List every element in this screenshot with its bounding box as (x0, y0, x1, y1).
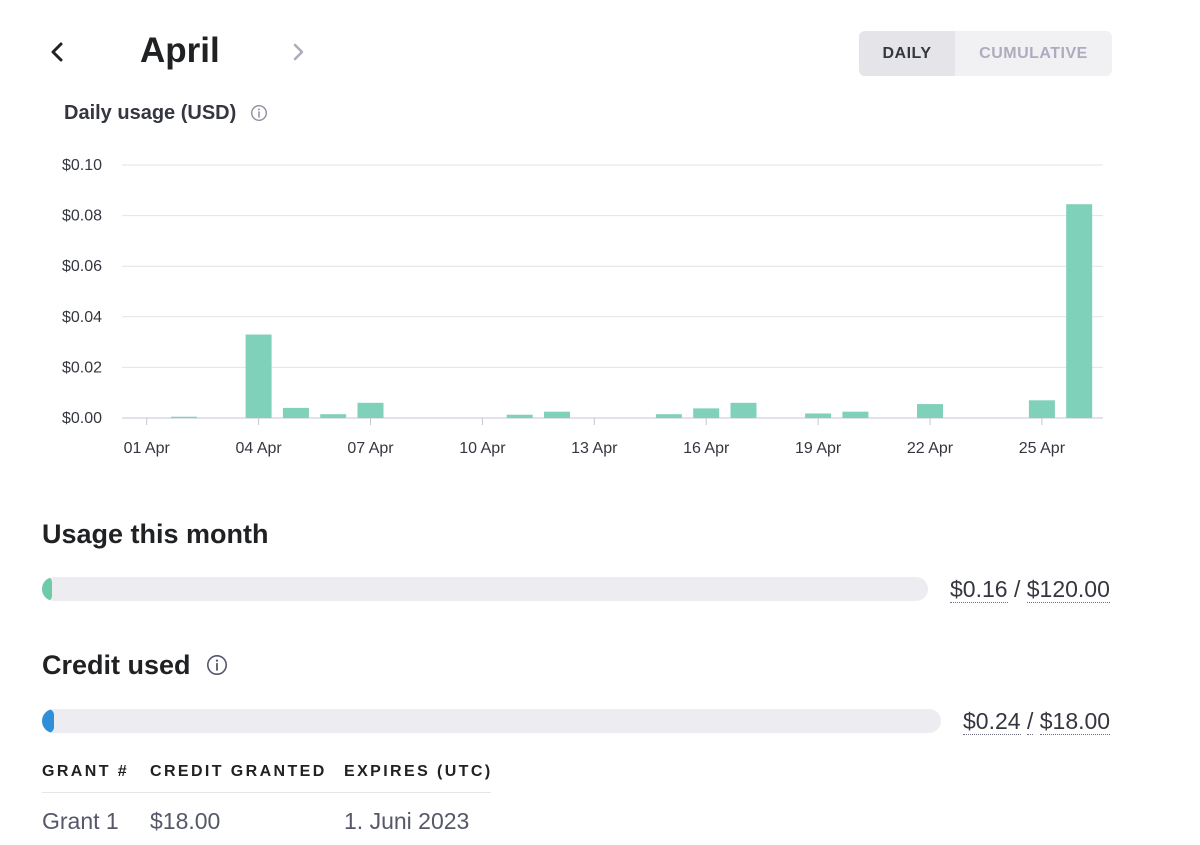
bar-11-apr[interactable] (506, 414, 533, 418)
x-tick-label: 22 Apr (907, 440, 954, 457)
credit-section-title: Credit used (42, 650, 191, 680)
x-tick-label: 04 Apr (235, 440, 282, 457)
next-month-button[interactable] (280, 34, 316, 70)
bar-05-apr[interactable] (282, 407, 309, 418)
usage-progress-bar (42, 577, 928, 601)
bar-16-apr[interactable] (693, 408, 720, 418)
cumulative-toggle-button[interactable]: CUMULATIVE (979, 44, 1088, 62)
usage-limit-value[interactable]: $120.00 (1026, 576, 1110, 603)
previous-month-button[interactable] (40, 34, 76, 70)
y-tick-label: $0.06 (62, 258, 102, 275)
x-tick-label: 25 Apr (1019, 440, 1066, 457)
x-tick-label: 13 Apr (571, 440, 618, 457)
daily-usage-chart: $0.00 $0.02 $0.04 $0.06 $0.08 $0.10 01 Apr 04 A… (62, 157, 1103, 457)
bar-25-apr[interactable] (1028, 400, 1055, 418)
x-tick-label: 01 Apr (124, 440, 171, 457)
view-toggle: DAILY CUMULATIVE (859, 31, 1112, 76)
bar-02-apr[interactable] (171, 416, 197, 418)
month-title: April (140, 31, 220, 70)
bar-26-apr[interactable] (1066, 204, 1093, 418)
grant-number-header: GRANT # (42, 763, 130, 780)
bar-06-apr[interactable] (320, 414, 347, 418)
bar-22-apr[interactable] (917, 404, 943, 418)
y-tick-label: $0.04 (62, 309, 102, 326)
chevron-right-icon (293, 43, 304, 61)
y-tick-label: $0.02 (62, 359, 102, 376)
credit-granted-header: CREDIT GRANTED (150, 763, 327, 780)
x-tick-label: 19 Apr (795, 440, 842, 457)
expires-cell: 1. Juni 2023 (344, 808, 470, 834)
x-tick-label: 10 Apr (459, 440, 506, 457)
y-tick-label: $0.08 (62, 208, 102, 225)
usage-section-title: Usage this month (42, 519, 269, 549)
grant-number-cell: Grant 1 (42, 808, 119, 834)
credit-progress-fill (42, 709, 54, 733)
chart-title: Daily usage (USD) (64, 102, 237, 124)
bar-20-apr[interactable] (842, 411, 869, 418)
usage-progress-fill (42, 577, 52, 601)
info-icon[interactable] (250, 104, 268, 122)
credit-used-value[interactable]: $0.24 (963, 708, 1021, 735)
credit-separator: / (1026, 708, 1034, 735)
credit-total-value[interactable]: $18.00 (1039, 708, 1111, 735)
credit-amount: $0.24 / $18.00 (963, 706, 1111, 736)
bar-07-apr[interactable] (357, 402, 384, 418)
x-tick-label: 07 Apr (347, 440, 394, 457)
usage-amount: $0.16 / $120.00 (950, 574, 1110, 604)
bar-19-apr[interactable] (805, 413, 832, 418)
chevron-left-icon (51, 42, 63, 62)
bar-15-apr[interactable] (655, 414, 682, 418)
bar-04-apr[interactable] (245, 334, 272, 418)
expires-header: EXPIRES (UTC) (344, 763, 493, 780)
info-icon[interactable] (206, 654, 228, 676)
y-tick-label: $0.00 (62, 410, 102, 427)
usage-separator: / (1013, 576, 1021, 602)
daily-toggle-button[interactable]: DAILY (859, 31, 955, 76)
bar-12-apr[interactable] (544, 411, 570, 418)
credit-granted-cell: $18.00 (150, 808, 221, 834)
credit-progress-bar (42, 709, 941, 733)
y-tick-label: $0.10 (62, 157, 102, 174)
usage-used-value[interactable]: $0.16 (950, 576, 1008, 603)
table-divider (42, 792, 491, 793)
x-tick-label: 16 Apr (683, 440, 730, 457)
bar-17-apr[interactable] (730, 402, 757, 418)
